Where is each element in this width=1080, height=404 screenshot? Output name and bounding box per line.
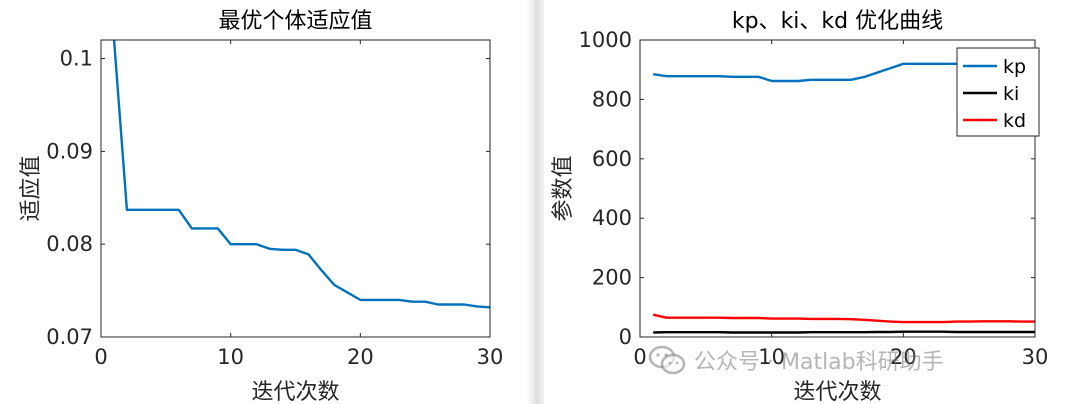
pid-x-tick-label: 10 xyxy=(758,345,785,369)
pid-line-kd xyxy=(652,313,1035,324)
pid-line-ki xyxy=(653,330,1035,334)
pid-legend-label-kd: kd xyxy=(1003,110,1026,132)
watermark-text: 公众号 · Matlab科研助手 xyxy=(694,350,944,375)
pid-y-tick-label: 800 xyxy=(592,87,632,111)
fitness-y-tick-label: 0.07 xyxy=(46,325,93,349)
fitness-y-axis-label: 适应值 xyxy=(19,155,44,221)
fitness-axes-box xyxy=(100,39,491,338)
pid-y-tick-label: 0 xyxy=(619,325,632,349)
pid-y-tick-label: 400 xyxy=(592,206,632,230)
pid-y-tick-label: 600 xyxy=(592,147,632,171)
fitness-y-tick-label: 0.1 xyxy=(60,47,93,71)
panel-divider xyxy=(526,0,544,404)
pid-y-axis-label: 参数值 xyxy=(551,155,576,221)
fitness-x-axis-label: 迭代次数 xyxy=(251,380,339,404)
pid-y-tick-label: 200 xyxy=(592,266,632,290)
fitness-y-tick-label: 0.09 xyxy=(46,139,93,163)
fitness-x-tick-label: 10 xyxy=(217,345,244,369)
pid-axes-box xyxy=(639,39,1036,338)
watermark: 公众号 · Matlab科研助手 xyxy=(648,340,944,380)
pid-y-tick-label: 1000 xyxy=(579,28,632,52)
pid-legend-label-ki: ki xyxy=(1003,83,1019,105)
pid-x-tick-label: 0 xyxy=(633,345,646,369)
fitness-plot-area xyxy=(101,40,490,337)
fitness-x-tick-label: 30 xyxy=(477,345,504,369)
pid-chart: 0 10 20 30 0 200 400 600 800 1000 kp、ki、kd 优化曲线迭代次… xyxy=(551,9,1048,404)
pid-x-tick-label: 20 xyxy=(890,345,917,369)
pid-x-tick-label: 30 xyxy=(1022,345,1049,369)
fitness-x-tick-label: 20 xyxy=(347,345,374,369)
pid-chart-title: kp、ki、kd 优化曲线 xyxy=(732,9,943,34)
fitness-x-tick-label: 0 xyxy=(94,345,107,369)
fitness-chart-title: 最优个体适应值 xyxy=(218,9,372,34)
pid-legend: kp ki kd xyxy=(956,47,1040,137)
pid-legend-label-kp: kp xyxy=(1003,56,1026,78)
fitness-line-series-0 xyxy=(112,40,490,309)
fitness-y-tick-label: 0.08 xyxy=(46,232,93,256)
wechat-icon xyxy=(648,345,686,375)
pid-x-axis-label: 迭代次数 xyxy=(793,380,881,404)
